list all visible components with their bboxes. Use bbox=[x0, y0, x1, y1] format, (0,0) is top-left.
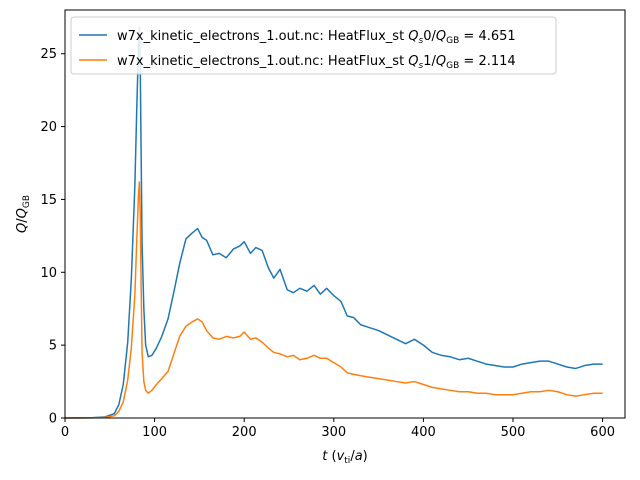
series-line-1 bbox=[64, 181, 603, 419]
x-tick-label: 500 bbox=[501, 425, 526, 440]
plot-frame bbox=[64, 9, 626, 419]
y-tick-label: 10 bbox=[40, 266, 57, 281]
y-tick-label: 0 bbox=[49, 412, 57, 427]
legend: w7x_kinetic_electrons_1.out.nc: HeatFlux… bbox=[70, 16, 557, 75]
series-line-0 bbox=[64, 26, 603, 419]
x-tick-label: 200 bbox=[232, 425, 257, 440]
y-tick-label: 20 bbox=[40, 120, 57, 135]
x-tick-label: 400 bbox=[411, 425, 436, 440]
x-tick-label: 300 bbox=[321, 425, 346, 440]
y-tick-label: 5 bbox=[49, 339, 57, 354]
x-tick-label: 600 bbox=[590, 425, 615, 440]
y-tick-label: 15 bbox=[40, 193, 57, 208]
series-layer bbox=[64, 26, 603, 419]
legend-label-1: w7x_kinetic_electrons_1.out.nc: HeatFlux… bbox=[117, 54, 516, 71]
legend-frame bbox=[70, 16, 557, 75]
x-tick-label: 100 bbox=[142, 425, 167, 440]
x-axis-label: t (vti/a) bbox=[322, 449, 368, 466]
y-tick-label: 25 bbox=[40, 47, 57, 62]
y-axis: 0 5 10 15 20 25 bbox=[40, 47, 65, 427]
x-tick-label: 0 bbox=[61, 425, 69, 440]
legend-label-0: w7x_kinetic_electrons_1.out.nc: HeatFlux… bbox=[117, 29, 516, 46]
x-axis: 0 100 200 300 400 500 600 bbox=[61, 418, 615, 440]
